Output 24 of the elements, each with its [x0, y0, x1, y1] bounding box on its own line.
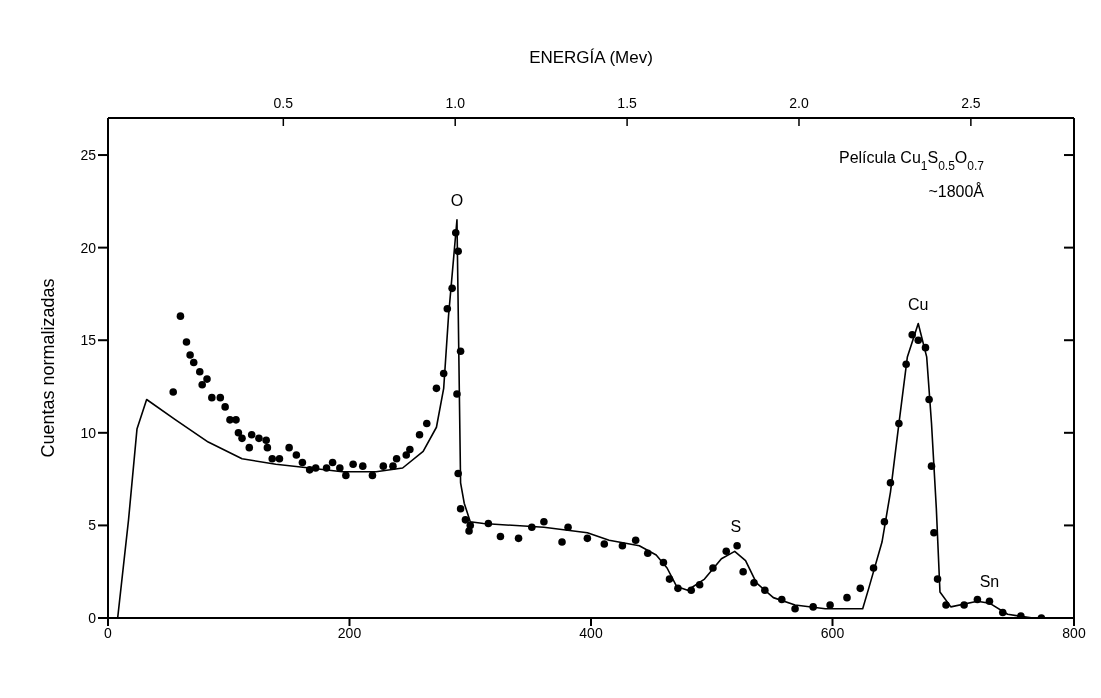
y-tick-label: 15 — [80, 332, 97, 349]
annotation: S — [730, 517, 742, 535]
x-tick-label: 800 — [1062, 624, 1086, 641]
x2-tick-label: 0.5 — [273, 95, 294, 111]
y-axis-title: Cuentas normalizadas — [38, 278, 59, 458]
x2-axis-title: ENERGÍA (Mev) — [528, 48, 654, 68]
annotation: Sn — [979, 573, 1000, 591]
x-tick-label: 200 — [337, 624, 362, 641]
x-tick-label: 400 — [579, 624, 603, 641]
y-tick-label: 5 — [88, 517, 97, 534]
annotation: O — [450, 191, 464, 209]
x2-tick-label: 2.0 — [789, 95, 809, 111]
x2-tick-label: 1.5 — [617, 95, 638, 111]
y-tick-label: 0 — [88, 609, 97, 626]
y-tick-label: 10 — [80, 424, 97, 441]
annotation: Cu — [908, 295, 929, 313]
x-tick-label: 600 — [820, 624, 845, 641]
y-tick-label: 20 — [80, 239, 97, 256]
y-tick-label: 25 — [80, 147, 97, 164]
annotation: Película Cu$_{1}$S$_{0.5}$O$_{0.7}$ — [838, 149, 985, 173]
x2-tick-label: 1.0 — [445, 95, 466, 111]
annotation: ~1800Å — [928, 182, 985, 200]
x-tick-label: 0 — [104, 624, 113, 641]
x2-tick-label: 2.5 — [961, 95, 981, 111]
